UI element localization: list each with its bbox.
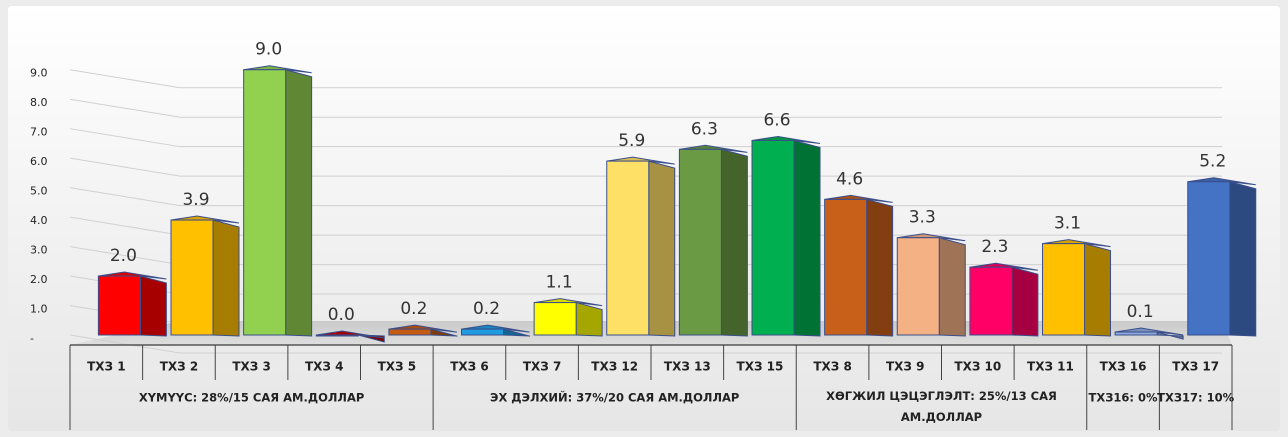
bar [461, 328, 505, 336]
x-tick-label: ТХЗ 10 [954, 360, 1001, 374]
data-label: 1.1 [546, 273, 573, 293]
bar [678, 148, 722, 336]
data-label: 6.6 [763, 110, 790, 130]
grid-line [69, 157, 1222, 177]
y-tick-label: 8.0 [30, 96, 48, 109]
data-label: 5.9 [618, 131, 645, 151]
x-tick-label: ТХЗ 16 [1100, 360, 1147, 374]
y-tick-label: 6.0 [30, 155, 48, 168]
x-tick-label: ТХЗ 9 [886, 360, 925, 374]
bar-side [1229, 181, 1257, 337]
data-label: 0.1 [1127, 302, 1154, 322]
x-tick-label: ТХЗ 7 [523, 360, 562, 374]
bar-side [1011, 266, 1039, 337]
group-label: ХҮМҮҮС: 28%/15 САЯ АМ.ДОЛЛАР [139, 391, 364, 405]
grid-line [69, 128, 1222, 148]
x-tick-label: ТХЗ 17 [1172, 360, 1219, 374]
bar-side [720, 148, 748, 337]
bar [824, 198, 868, 336]
bar [97, 275, 141, 336]
y-tick-label: 1.0 [30, 303, 48, 316]
data-label: 2.0 [110, 246, 137, 266]
bar [1042, 243, 1086, 336]
bar-side [793, 139, 821, 337]
group-label: ХӨГЖИЛ ЦЭЦЭГЛЭЛТ: 25%/13 САЯ АМ.ДОЛЛАР [826, 389, 1057, 424]
data-label: 4.6 [836, 169, 863, 189]
y-tick-label: 9.0 [30, 67, 48, 80]
grid-line [69, 98, 1222, 118]
x-tick-label: ТХЗ 13 [664, 360, 711, 374]
y-tick-label: 2.0 [30, 273, 48, 286]
y-tick-label: 4.0 [30, 214, 48, 227]
x-tick-label: ТХЗ 12 [591, 360, 638, 374]
bar-side [648, 160, 676, 337]
data-label: 0.2 [400, 299, 427, 319]
grid-line [69, 334, 1222, 354]
grid-line [69, 69, 1222, 89]
data-label: 5.2 [1199, 152, 1226, 172]
data-label: 3.1 [1054, 214, 1081, 234]
bar [1187, 181, 1231, 336]
group-label: ТХЗ16: 0% [1089, 391, 1158, 405]
bar [388, 328, 432, 336]
bar [969, 266, 1013, 336]
bar-side [866, 198, 894, 337]
x-tick-label: ТХЗ 15 [737, 360, 784, 374]
x-tick-label: ТХЗ 6 [450, 360, 489, 374]
bar-side [285, 69, 313, 337]
data-label: 3.9 [182, 190, 209, 210]
x-tick-label: ТХЗ 2 [160, 360, 199, 374]
x-tick-label: ТХЗ 1 [87, 360, 126, 374]
data-label: 0.2 [473, 299, 500, 319]
bar [533, 302, 577, 336]
bar-side [938, 237, 966, 337]
bar [1114, 331, 1158, 336]
bar [896, 237, 940, 336]
bar [243, 69, 287, 336]
x-tick-label: ТХЗ 5 [378, 360, 417, 374]
bar [606, 160, 650, 336]
x-tick-label: ТХЗ 8 [813, 360, 852, 374]
x-tick-label: ТХЗ 4 [305, 360, 344, 374]
bar-side [1084, 242, 1112, 337]
x-tick-label: ТХЗ 11 [1027, 360, 1074, 374]
x-tick-label: ТХЗ 3 [232, 360, 271, 374]
y-tick-label: 3.0 [30, 244, 48, 257]
data-label: 6.3 [691, 119, 718, 139]
bar-side [139, 275, 167, 337]
bar [170, 219, 214, 336]
data-label: 3.3 [909, 208, 936, 228]
bar-side [212, 219, 240, 337]
y-tick-label: - [30, 332, 34, 345]
group-label: ЭХ ДЭЛХИЙ: 37%/20 САЯ АМ.ДОЛЛАР [490, 390, 739, 405]
data-label: 0.0 [328, 305, 355, 325]
bar [315, 334, 359, 337]
data-label: 9.0 [255, 40, 282, 60]
y-tick-label: 7.0 [30, 126, 48, 139]
y-tick-label: 5.0 [30, 185, 48, 198]
data-label: 2.3 [981, 237, 1008, 257]
bar [751, 139, 795, 336]
group-label: ТХЗ17: 10% [1157, 391, 1234, 405]
